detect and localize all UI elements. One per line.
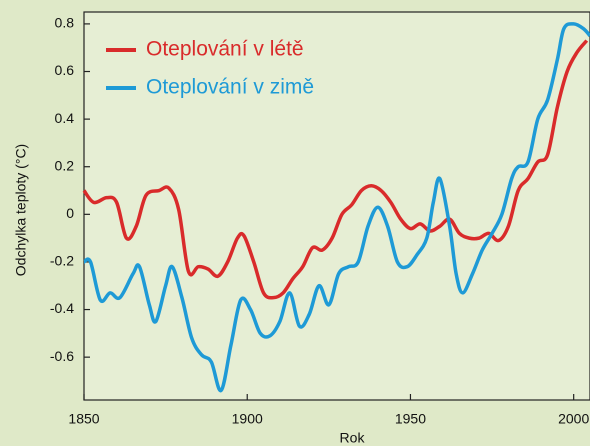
x-tick-label: 1950: [395, 411, 426, 427]
y-tick-label: 0.6: [55, 62, 75, 78]
y-tick-label: 0: [66, 205, 74, 221]
x-tick-label: 1850: [68, 411, 99, 427]
legend-label: Oteplování v zimě: [146, 76, 314, 99]
y-tick-label: 0.4: [55, 110, 75, 126]
y-tick-label: -0.6: [50, 348, 74, 364]
y-tick-label: 0.2: [55, 157, 75, 173]
data-line: [82, 39, 589, 300]
y-axis-label: Odchylka teploty (°C): [13, 144, 29, 276]
y-tick-label: 0.8: [55, 15, 75, 31]
y-tick-label: -0.2: [50, 253, 74, 269]
legend-label: Oteplování v létě: [146, 38, 304, 61]
y-tick-label: -0.4: [50, 300, 74, 316]
x-tick-label: 2000: [558, 411, 589, 427]
x-axis-label: Rok: [340, 430, 366, 446]
data-line: [83, 22, 590, 393]
x-tick-label: 1900: [232, 411, 263, 427]
